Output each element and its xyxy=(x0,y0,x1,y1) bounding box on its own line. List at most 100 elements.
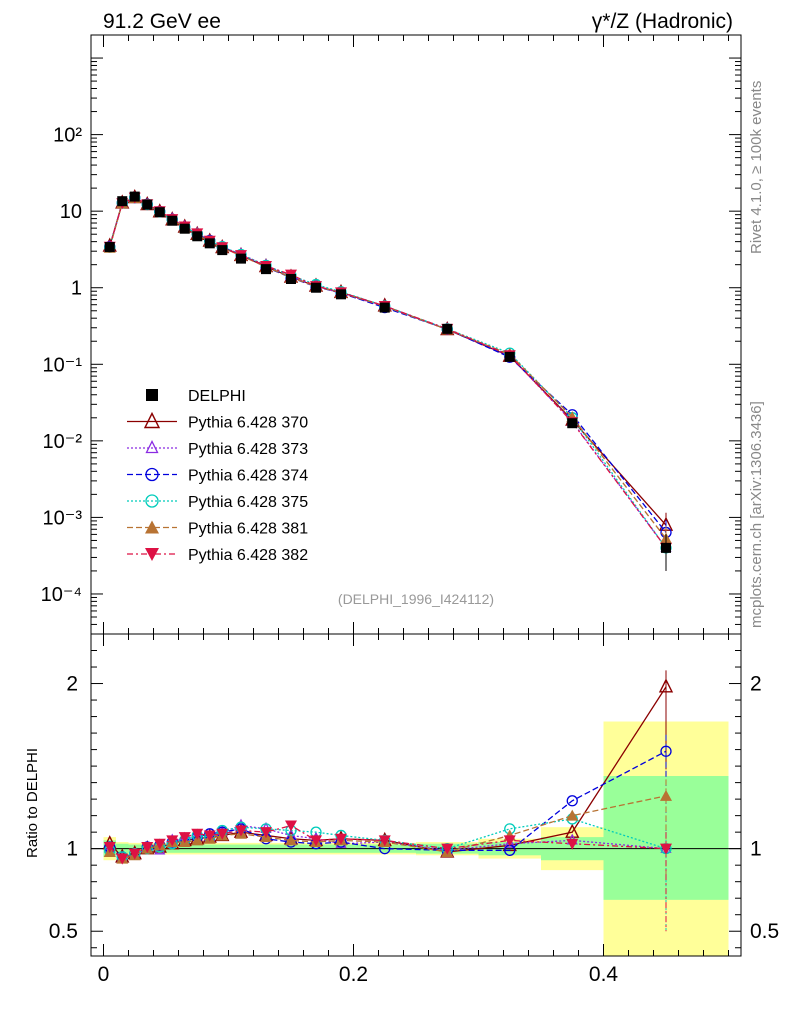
mc-point xyxy=(216,828,229,840)
data-point xyxy=(379,302,390,313)
main-panel xyxy=(90,34,742,635)
series-line xyxy=(109,197,667,540)
ratio-ylabel: Ratio to DELPHI xyxy=(24,748,41,858)
y-tick-label: 10⁻³ xyxy=(43,507,83,529)
mc-point xyxy=(145,548,159,561)
x-tick-label: 0.2 xyxy=(339,963,368,986)
data-point xyxy=(204,238,215,249)
data-point xyxy=(154,207,165,218)
legend-item: Pythia 6.428 381 xyxy=(127,520,308,538)
data-point xyxy=(129,191,140,202)
mc-point xyxy=(145,467,159,482)
mc-point xyxy=(116,853,129,865)
legend-label: Pythia 6.428 374 xyxy=(188,468,308,485)
ratio-tick-label-right: 1 xyxy=(750,838,762,861)
analysis-watermark: (DELPHI_1996_I424112) xyxy=(338,591,494,607)
data-point xyxy=(661,542,671,553)
mc-point xyxy=(203,830,216,842)
mc-point xyxy=(235,825,247,837)
mc-point xyxy=(310,835,322,847)
ratio-tick-label-right: 2 xyxy=(750,673,762,696)
legend-item: Pythia 6.428 373 xyxy=(127,440,308,458)
legend-label: Pythia 6.428 370 xyxy=(188,415,308,432)
mc-point xyxy=(285,834,297,846)
data-point xyxy=(179,223,190,234)
mcplots-label: mcplots.cern.ch [arXiv:1306.3436] xyxy=(748,401,765,628)
legend-label: Pythia 6.428 381 xyxy=(188,521,308,538)
mc-point xyxy=(145,520,159,534)
legend-item: DELPHI xyxy=(146,388,246,405)
data-point xyxy=(117,196,128,207)
main-frame xyxy=(90,34,742,635)
y-tick-label: 1 xyxy=(71,278,82,300)
rivet-label: Rivet 4.1.0, ≥ 100k events xyxy=(748,81,765,254)
mc-point xyxy=(141,842,154,854)
ratio-line xyxy=(109,795,667,860)
data-point xyxy=(567,418,578,429)
data-point xyxy=(217,245,228,256)
mc-point xyxy=(153,838,166,850)
mc-point xyxy=(145,494,159,508)
ratio-frame xyxy=(90,633,742,957)
data-point xyxy=(104,242,115,253)
data-point xyxy=(167,215,178,226)
main-series-group xyxy=(102,189,674,571)
y-tick-label: 10⁻¹ xyxy=(43,354,83,376)
y-tick-label: 10⁻⁴ xyxy=(41,584,82,606)
mc-point xyxy=(566,795,578,807)
series-Pythia-6.428-373 xyxy=(104,190,672,571)
mc-point xyxy=(285,820,297,832)
mc-point xyxy=(660,789,672,801)
mc-point xyxy=(143,411,161,429)
data-point xyxy=(146,389,158,401)
mc-point xyxy=(128,848,141,860)
ratio-tick-label-right: 0.5 xyxy=(750,920,779,943)
mc-point xyxy=(103,842,116,854)
data-series-DELPHI xyxy=(104,191,671,571)
legend-item: Pythia 6.428 375 xyxy=(127,494,308,511)
mc-point xyxy=(566,809,579,821)
data-point xyxy=(261,264,271,275)
legend-label: DELPHI xyxy=(188,388,246,405)
x-tick-label: 0 xyxy=(98,963,110,986)
data-point xyxy=(192,231,203,242)
y-tick-label: 10 xyxy=(60,201,82,223)
ratio-tick-label-left: 0.5 xyxy=(49,920,78,943)
ratio-panel xyxy=(90,633,742,957)
mc-point xyxy=(178,832,191,844)
mc-point xyxy=(191,828,204,840)
legend-label: Pythia 6.428 375 xyxy=(188,494,308,511)
y-tick-label: 10⁻² xyxy=(43,431,83,453)
mc-point xyxy=(335,833,347,845)
legend-label: Pythia 6.428 373 xyxy=(188,441,308,458)
data-point xyxy=(504,351,515,362)
mc-point xyxy=(565,823,580,838)
mc-point xyxy=(191,834,204,846)
legend-item: Pythia 6.428 370 xyxy=(127,411,308,432)
data-point xyxy=(311,282,321,293)
data-point xyxy=(236,253,246,264)
ratio-series-group xyxy=(102,670,674,932)
mc-point xyxy=(260,827,272,839)
ratio-line xyxy=(109,818,667,858)
legend: DELPHI Pythia 6.428 370 Pythia 6.428 373 Py… xyxy=(127,388,308,564)
axis-ticks: 0 0.2 0.4 10⁻⁴ 10⁻³ 10⁻² 10⁻¹ 1 10 10² 0.5 0.5 1 1 2 2 xyxy=(41,34,779,986)
mc-point xyxy=(504,836,516,848)
y-tick-label: 10² xyxy=(53,125,82,147)
mc-point xyxy=(378,835,391,847)
ratio-series-Pythia-6.428-382 xyxy=(103,820,672,932)
mc-point xyxy=(145,440,159,454)
data-point xyxy=(336,289,346,300)
legend-item: Pythia 6.428 382 xyxy=(127,547,308,564)
series-Pythia-6.428-382 xyxy=(103,192,672,571)
x-tick-label: 0.4 xyxy=(589,963,619,986)
mc-point xyxy=(566,838,579,850)
data-point xyxy=(286,274,296,285)
mc-point xyxy=(166,835,179,847)
data-point xyxy=(442,323,453,334)
mc-point xyxy=(441,843,454,855)
data-point xyxy=(142,199,153,210)
legend-label: Pythia 6.428 382 xyxy=(188,547,308,564)
ratio-tick-label-left: 2 xyxy=(66,673,78,696)
